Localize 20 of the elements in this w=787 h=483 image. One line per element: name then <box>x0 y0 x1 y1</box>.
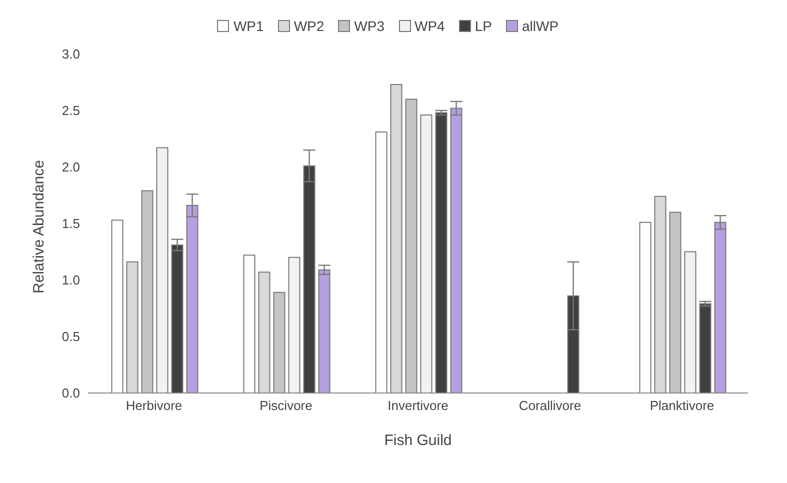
y-tick-label: 1.5 <box>62 216 80 232</box>
x-tick-label: Corallivore <box>518 398 582 414</box>
legend-label: allWP <box>522 18 559 34</box>
x-tick-label: Herbivore <box>126 398 182 414</box>
x-tick-label: Planktivore <box>650 398 714 414</box>
y-tick-label: 2.0 <box>62 160 80 175</box>
x-tick-label: Piscivore <box>260 398 312 414</box>
x-tick-label: Invertivore <box>388 398 448 414</box>
legend-label: WP2 <box>294 18 324 34</box>
y-tick-label: 3.0 <box>62 46 80 62</box>
legend-label: WP3 <box>354 18 384 34</box>
legend-label: WP4 <box>414 18 445 34</box>
legend-label: WP1 <box>233 18 264 34</box>
y-tick-label: 1.0 <box>62 272 80 288</box>
y-tick-label: 2.5 <box>62 103 80 118</box>
x-axis-title: Fish Guild <box>384 432 452 449</box>
legend-label: LP <box>474 18 492 34</box>
y-tick-label: 0.0 <box>62 386 80 401</box>
y-axis-title: Relative Abundance <box>30 160 48 294</box>
y-tick-label: 0.5 <box>62 329 80 344</box>
